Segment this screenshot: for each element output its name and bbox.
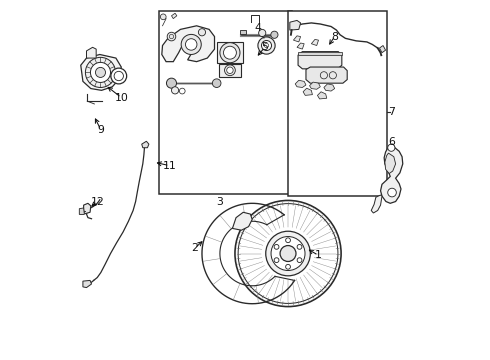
Text: 2: 2 xyxy=(192,243,198,253)
Polygon shape xyxy=(381,144,403,203)
Polygon shape xyxy=(311,40,318,45)
Polygon shape xyxy=(385,153,395,174)
Bar xyxy=(159,12,292,194)
Circle shape xyxy=(297,244,302,249)
Bar xyxy=(219,64,241,77)
Polygon shape xyxy=(84,203,91,214)
Polygon shape xyxy=(371,195,382,213)
Text: 7: 7 xyxy=(389,107,395,117)
Circle shape xyxy=(297,258,302,262)
Polygon shape xyxy=(79,208,84,215)
Text: 8: 8 xyxy=(331,32,338,41)
Circle shape xyxy=(167,32,176,41)
Circle shape xyxy=(223,46,236,59)
Circle shape xyxy=(271,237,305,270)
Circle shape xyxy=(266,231,310,276)
Polygon shape xyxy=(295,80,306,87)
Circle shape xyxy=(238,204,338,303)
Text: 10: 10 xyxy=(114,93,128,103)
Text: 4: 4 xyxy=(254,23,261,33)
Bar xyxy=(240,31,245,34)
Circle shape xyxy=(280,246,296,261)
Circle shape xyxy=(186,39,197,50)
Circle shape xyxy=(271,31,278,39)
Circle shape xyxy=(181,35,201,54)
Polygon shape xyxy=(310,82,320,89)
Polygon shape xyxy=(294,36,300,42)
Polygon shape xyxy=(290,21,300,30)
Polygon shape xyxy=(83,280,92,288)
Circle shape xyxy=(274,244,279,249)
Text: 3: 3 xyxy=(217,197,223,207)
Circle shape xyxy=(258,37,275,54)
Polygon shape xyxy=(379,45,386,53)
Circle shape xyxy=(274,258,279,262)
Circle shape xyxy=(167,78,176,88)
Polygon shape xyxy=(297,43,304,49)
Polygon shape xyxy=(318,92,327,99)
Circle shape xyxy=(111,68,126,84)
Circle shape xyxy=(91,62,111,82)
Circle shape xyxy=(388,144,395,151)
Circle shape xyxy=(262,41,271,50)
Polygon shape xyxy=(324,84,335,91)
Text: 12: 12 xyxy=(90,197,104,207)
Text: 5: 5 xyxy=(261,42,268,52)
Polygon shape xyxy=(142,141,149,148)
Text: 9: 9 xyxy=(98,125,104,135)
Bar xyxy=(298,51,342,55)
Circle shape xyxy=(235,201,341,307)
Circle shape xyxy=(96,67,105,77)
Bar xyxy=(288,12,387,196)
Polygon shape xyxy=(232,212,252,230)
Circle shape xyxy=(388,188,396,197)
Polygon shape xyxy=(303,88,313,95)
Circle shape xyxy=(286,264,291,269)
Text: 11: 11 xyxy=(163,161,176,171)
Text: 1: 1 xyxy=(315,250,322,260)
Circle shape xyxy=(220,42,240,63)
Polygon shape xyxy=(306,67,347,83)
Polygon shape xyxy=(81,54,122,90)
Circle shape xyxy=(160,14,166,20)
Polygon shape xyxy=(172,13,177,19)
Text: 6: 6 xyxy=(389,138,395,147)
Bar xyxy=(217,42,243,63)
Polygon shape xyxy=(298,51,342,69)
Circle shape xyxy=(212,79,221,87)
Circle shape xyxy=(172,87,179,94)
Circle shape xyxy=(227,67,233,73)
Circle shape xyxy=(198,29,205,36)
Circle shape xyxy=(85,57,116,87)
Circle shape xyxy=(259,30,266,37)
Circle shape xyxy=(286,238,291,243)
Polygon shape xyxy=(87,47,96,58)
Circle shape xyxy=(224,65,235,76)
Polygon shape xyxy=(162,26,215,62)
